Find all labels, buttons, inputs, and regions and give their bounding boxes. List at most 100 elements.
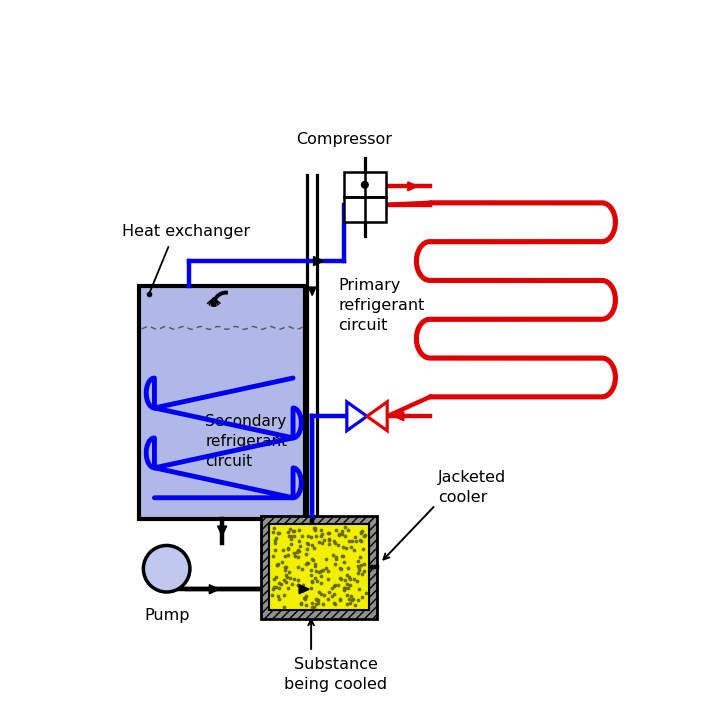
Point <box>320 563 332 575</box>
Point <box>333 528 345 540</box>
Point <box>288 530 300 541</box>
Point <box>309 560 320 572</box>
Point <box>278 544 289 556</box>
Point <box>289 551 300 562</box>
Point <box>284 572 295 583</box>
Point <box>328 535 340 546</box>
Point <box>316 528 328 540</box>
Point <box>285 538 297 549</box>
Point <box>315 530 327 541</box>
Point <box>315 577 327 588</box>
Point <box>324 534 336 546</box>
Point <box>318 535 330 546</box>
Point <box>308 601 320 613</box>
Point <box>288 526 300 537</box>
Point <box>305 531 317 543</box>
Point <box>344 579 356 590</box>
Point <box>269 581 280 593</box>
Point <box>312 595 323 606</box>
Bar <box>344 172 386 197</box>
Point <box>300 593 311 604</box>
Point <box>313 566 325 577</box>
Point <box>329 537 341 549</box>
Point <box>301 599 312 611</box>
Point <box>317 537 328 549</box>
Point <box>293 525 305 536</box>
Point <box>315 588 327 600</box>
Point <box>342 582 354 594</box>
Point <box>267 526 279 538</box>
Point <box>341 598 353 609</box>
Point <box>283 531 294 542</box>
Point <box>282 572 293 583</box>
Point <box>339 521 351 533</box>
Point <box>330 580 341 591</box>
Point <box>280 570 292 581</box>
Point <box>279 589 290 600</box>
Point <box>344 574 356 585</box>
Point <box>342 562 354 573</box>
Point <box>309 523 320 534</box>
Polygon shape <box>299 585 309 594</box>
Bar <box>139 286 305 519</box>
Point <box>320 554 332 565</box>
Point <box>355 527 366 539</box>
Polygon shape <box>308 287 316 295</box>
Point <box>287 525 299 536</box>
Point <box>302 539 314 550</box>
Point <box>343 536 355 547</box>
Text: Compressor: Compressor <box>296 132 392 148</box>
Point <box>313 536 325 548</box>
Point <box>352 555 364 567</box>
Point <box>357 543 369 554</box>
Point <box>359 529 371 541</box>
Point <box>275 578 287 590</box>
Point <box>282 526 293 538</box>
Point <box>279 550 290 562</box>
Point <box>279 561 291 572</box>
Point <box>328 588 340 600</box>
Point <box>311 593 323 605</box>
Point <box>317 564 328 576</box>
Point <box>336 526 348 537</box>
Point <box>273 593 284 605</box>
Point <box>292 579 304 590</box>
Point <box>335 564 346 575</box>
Point <box>322 566 333 577</box>
Point <box>337 541 348 553</box>
Polygon shape <box>314 256 323 266</box>
Point <box>306 577 318 588</box>
Point <box>273 527 284 539</box>
Point <box>293 546 305 557</box>
Point <box>307 554 319 565</box>
Point <box>354 564 365 575</box>
Point <box>305 582 317 594</box>
Point <box>340 582 351 593</box>
Point <box>310 559 321 570</box>
Point <box>343 572 354 583</box>
Polygon shape <box>217 526 227 536</box>
Point <box>300 590 312 601</box>
Point <box>310 530 321 541</box>
Point <box>295 598 307 609</box>
Point <box>294 541 306 552</box>
Point <box>346 594 358 606</box>
Point <box>284 523 296 534</box>
Point <box>272 590 284 602</box>
Point <box>300 549 311 560</box>
Text: Jacketed
cooler: Jacketed cooler <box>438 470 507 505</box>
Point <box>336 550 348 562</box>
Polygon shape <box>408 182 418 191</box>
Point <box>270 532 282 544</box>
Point <box>338 557 350 568</box>
Point <box>289 573 300 585</box>
Point <box>348 573 360 585</box>
Point <box>307 539 318 551</box>
Point <box>269 537 281 549</box>
Point <box>322 527 333 539</box>
Point <box>279 564 290 575</box>
Circle shape <box>143 546 190 592</box>
Point <box>269 573 280 585</box>
Point <box>287 578 298 590</box>
Text: Heat exchanger: Heat exchanger <box>122 224 251 239</box>
